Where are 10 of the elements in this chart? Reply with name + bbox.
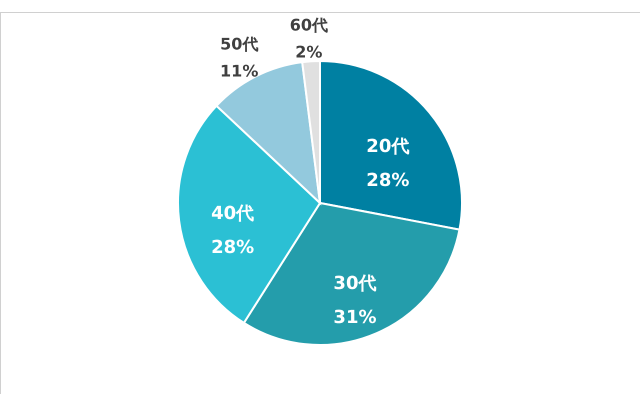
slice-label: 40代 <box>211 203 254 224</box>
data-label: 11% <box>220 61 258 80</box>
data-label: 31% <box>333 306 377 328</box>
slice-label: 20代 <box>366 136 410 157</box>
data-label: 28% <box>211 237 254 258</box>
data-label: 2% <box>295 42 322 62</box>
slice-label: 30代 <box>333 272 376 294</box>
data-label: 28% <box>366 170 410 191</box>
slice-label: 50代 <box>220 34 258 54</box>
slice-label: 60代 <box>290 15 328 34</box>
